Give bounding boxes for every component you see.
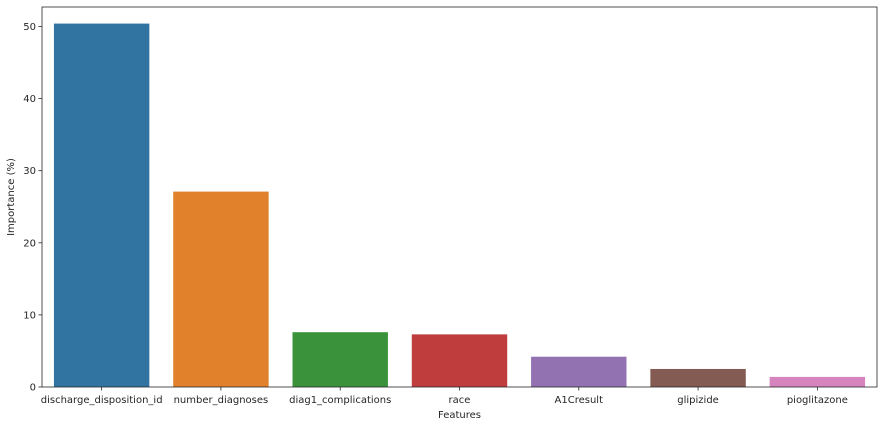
bar-glipizide [650,368,746,387]
y-tick-label: 0 [30,383,36,394]
bars-group [53,23,866,387]
plot-frame [41,6,878,388]
bar-race [411,334,508,387]
y-axis-ticks: 0 10 20 30 40 50 [23,22,42,394]
x-tick-label: pioglitazone [787,395,848,406]
x-tick-label: discharge_disposition_id [41,395,163,406]
bar-discharge_disposition_id [53,23,150,387]
x-tick-label: A1Cresult [555,395,604,406]
x-tick-label: diag1_complications [289,395,391,406]
x-axis-ticks: discharge_disposition_id number_diagnoses… [41,387,848,406]
y-tick-label: 30 [23,166,36,177]
y-tick-label: 50 [23,22,36,33]
y-tick-label: 40 [23,94,36,105]
x-tick-label: number_diagnoses [174,395,269,406]
bar-diag1_complications [292,332,388,387]
bar-pioglitazone [769,376,866,387]
bar-A1Cresult [531,356,627,387]
x-tick-label: glipizide [677,395,719,406]
y-tick-label: 20 [23,238,36,249]
y-tick-label: 10 [23,310,36,321]
bar-number_diagnoses [173,191,269,387]
y-axis-label: Importance (%) [6,158,17,236]
x-tick-label: race [449,395,471,406]
x-axis-label: Features [438,410,481,421]
